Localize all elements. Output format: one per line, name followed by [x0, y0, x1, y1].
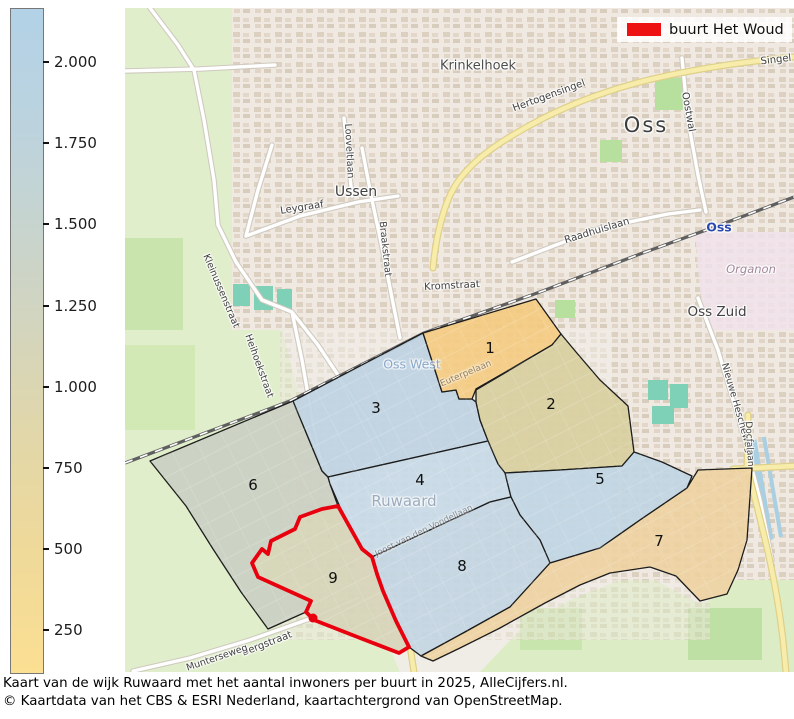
colorbar-tick-1500	[43, 223, 49, 225]
forest-patch	[125, 238, 183, 330]
caption: Kaart van de wijk Ruwaard met het aantal…	[3, 675, 568, 710]
colorbar-tick-250	[43, 629, 49, 631]
boundary-node-dot	[308, 613, 318, 623]
caption-line-1: Kaart van de wijk Ruwaard met het aantal…	[3, 676, 568, 691]
map-canvas: 1 2 3 4 5 6 7 8 9 Krinkelhoek Hertogensingel Singel…	[125, 8, 794, 672]
highlight-boundary-het-woud	[250, 504, 411, 655]
population-colorbar	[10, 8, 44, 674]
industrial-area	[695, 232, 794, 330]
canal	[762, 436, 783, 538]
legend-label: buurt Het Woud	[669, 21, 784, 38]
railway-dashes	[125, 196, 794, 464]
colorbar-tick-1750	[43, 142, 49, 144]
colorbar-label-tick-1250: 1.250	[54, 297, 97, 315]
forest-patch	[125, 345, 195, 430]
park	[600, 140, 622, 162]
caption-line-2: © Kaartdata van het CBS & ESRI Nederland…	[3, 693, 563, 709]
colorbar-label-tick-250: 250	[54, 621, 83, 639]
legend-swatch	[627, 23, 661, 36]
colorbar-tick-1250	[43, 305, 49, 307]
colorbar-tick-2000	[43, 61, 49, 63]
colorbar-tick-1000	[43, 386, 49, 388]
colorbar-label-tick-750: 750	[54, 459, 83, 477]
park	[555, 300, 575, 318]
main-roads-yellow	[407, 54, 794, 672]
basemap	[125, 8, 794, 672]
colorbar-tick-750	[43, 467, 49, 469]
sports-fields	[233, 284, 688, 424]
park	[655, 78, 683, 110]
colorbar-label-tick-500: 500	[54, 540, 83, 558]
colorbar-label-tick-1500: 1.500	[54, 215, 97, 233]
colorbar-label-tick-1750: 1.750	[54, 134, 97, 152]
colorbar-label-tick-1000: 1.000	[54, 378, 97, 396]
colorbar-label-tick-2000: 2.000	[54, 53, 97, 71]
colorbar-tick-500	[43, 548, 49, 550]
legend-box: buurt Het Woud	[617, 17, 792, 42]
